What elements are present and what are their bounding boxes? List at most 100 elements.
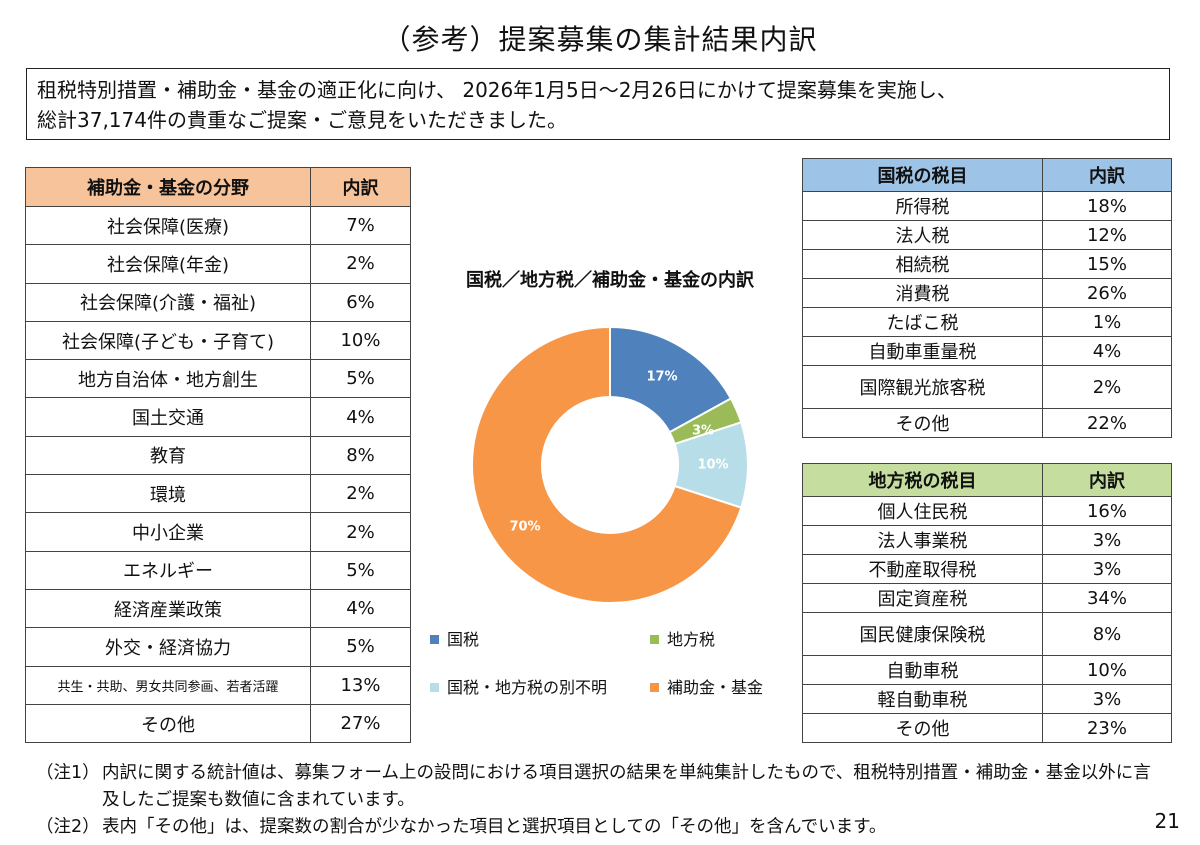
percent-cell: 18% (1042, 191, 1172, 221)
table-row: 相続税 15% (802, 249, 1172, 279)
slice-national-tax (609, 325, 733, 434)
tax-item-cell: 軽自動車税 (802, 684, 1043, 714)
note-text: 表内「その他」は、提案数の割合が少なかった項目と選択項目としての「その他」を含ん… (102, 817, 887, 837)
table-header-cell: 地方税の税目 (802, 463, 1043, 497)
table-row: 教育 8% (25, 435, 411, 476)
table-row: 国民健康保険税 8% (802, 612, 1172, 656)
table-row: 国土交通 4% (25, 397, 411, 437)
table-header-cell: 補助金・基金の分野 (25, 167, 311, 207)
table-header-row: 国税の税目 内訳 (802, 158, 1172, 192)
table-row: 社会保障(介護・福祉) 6% (25, 282, 411, 322)
tax-item-cell: その他 (802, 408, 1043, 438)
table-row: 軽自動車税 3% (802, 684, 1172, 714)
table-row: 個人住民税 16% (802, 496, 1172, 526)
table-row: その他 27% (25, 703, 411, 744)
note-label: （注2） (36, 817, 100, 837)
table-header-cell: 内訳 (1042, 158, 1172, 192)
table-row: 社会保障(子ども・子育て) 10% (25, 320, 411, 361)
legend-item-unknown: 国税・地方税の別不明 (430, 674, 607, 698)
table-row: 外交・経済協力 5% (25, 627, 411, 667)
tax-item-cell: 国際観光旅客税 (802, 365, 1043, 409)
percent-cell: 3% (1042, 684, 1172, 714)
percent-cell: 1% (1042, 307, 1172, 337)
tax-item-cell: その他 (802, 713, 1043, 743)
percent-cell: 2% (1042, 365, 1172, 409)
category-cell: 環境 (25, 474, 311, 514)
percent-cell: 3% (1042, 525, 1172, 555)
percent-cell: 7% (310, 205, 411, 246)
table-row: 中小企業 2% (25, 512, 411, 552)
percent-cell: 2% (310, 474, 411, 514)
intro-line-1: 租税特別措置・補助金・基金の適正化に向け、 2026年1月5日～2月26日にかけ… (37, 78, 957, 102)
data-label: 3% (692, 424, 714, 439)
table-row: その他 22% (802, 408, 1172, 438)
percent-cell: 26% (1042, 278, 1172, 308)
subsidy-table: 補助金・基金の分野 内訳 社会保障(医療) 7% 社会保障(年金) 2% 社会保障(… (25, 167, 411, 744)
legend-item-subsidy: 補助金・基金 (650, 674, 763, 698)
category-cell: 地方自治体・地方創生 (25, 359, 311, 399)
note-text: 内訳に関する統計値は、募集フォーム上の設問における項目選択の結果を単純集計したも… (102, 763, 1151, 810)
percent-cell: 4% (1042, 336, 1172, 366)
percent-cell: 5% (310, 550, 411, 590)
percent-cell: 4% (310, 397, 411, 437)
table-row: 社会保障(年金) 2% (25, 244, 411, 284)
percent-cell: 10% (1042, 655, 1172, 685)
tax-item-cell: 法人事業税 (802, 525, 1043, 555)
percent-cell: 8% (310, 435, 411, 476)
table-row: 法人事業税 3% (802, 525, 1172, 555)
page-title: （参考）提案募集の集計結果内訳 (382, 23, 818, 56)
legend-swatch (430, 683, 439, 692)
tax-item-cell: 国民健康保険税 (802, 612, 1043, 656)
table-row: 自動車重量税 4% (802, 336, 1172, 366)
intro-line-2: 総計37,174件の貴重なご提案・ご意見をいただきました。 (37, 108, 567, 132)
table-row: 所得税 18% (802, 191, 1172, 221)
percent-cell: 10% (310, 320, 411, 361)
percent-cell: 8% (1042, 612, 1172, 656)
percent-cell: 3% (1042, 554, 1172, 584)
chart-title: 国税／地方税／補助金・基金の内訳 (466, 270, 754, 291)
percent-cell: 15% (1042, 249, 1172, 279)
category-cell: 社会保障(介護・福祉) (25, 282, 311, 322)
table-row: 固定資産税 34% (802, 583, 1172, 613)
category-cell: 国土交通 (25, 397, 311, 437)
table-row: 法人税 12% (802, 220, 1172, 250)
data-label: 10% (697, 458, 728, 473)
percent-cell: 34% (1042, 583, 1172, 613)
table-header-row: 地方税の税目 内訳 (802, 463, 1172, 497)
category-cell: 社会保障(年金) (25, 244, 311, 284)
tax-item-cell: 個人住民税 (802, 496, 1043, 526)
data-label: 70% (509, 520, 540, 535)
legend-swatch (650, 635, 659, 644)
tax-item-cell: 相続税 (802, 249, 1043, 279)
donut-chart: 17% 3% 10% 70% (471, 325, 749, 604)
table-row: 不動産取得税 3% (802, 554, 1172, 584)
national-tax-table: 国税の税目 内訳 所得税 18% 法人税 12% 相続税 15% 消費税 26% たばこ… (802, 158, 1172, 438)
tax-item-cell: 自動車税 (802, 655, 1043, 685)
note-2: （注2） 表内「その他」は、提案数の割合が少なかった項目と選択項目としての「その… (36, 814, 1166, 841)
table-row: エネルギー 5% (25, 550, 411, 590)
note-1: （注1） 内訳に関する統計値は、募集フォーム上の設問における項目選択の結果を単純… (36, 760, 1166, 814)
local-tax-table: 地方税の税目 内訳 個人住民税 16% 法人事業税 3% 不動産取得税 3% 固定資産… (802, 463, 1172, 743)
percent-cell: 6% (310, 282, 411, 322)
table-header-row: 補助金・基金の分野 内訳 (25, 167, 411, 207)
data-label: 17% (646, 370, 677, 385)
table-row: 自動車税 10% (802, 655, 1172, 685)
category-cell: 社会保障(医療) (25, 205, 311, 246)
intro-box: 租税特別措置・補助金・基金の適正化に向け、 2026年1月5日～2月26日にかけ… (26, 68, 1170, 140)
tax-item-cell: 所得税 (802, 191, 1043, 221)
legend-swatch (650, 683, 659, 692)
table-row: その他 23% (802, 713, 1172, 743)
percent-cell: 5% (310, 359, 411, 399)
percent-cell: 2% (310, 244, 411, 284)
table-row: 共生・共助、男女共同参画、若者活躍 13% (25, 665, 411, 705)
legend-label: 補助金・基金 (667, 678, 764, 697)
category-cell: 社会保障(子ども・子育て) (25, 320, 311, 361)
category-cell: エネルギー (25, 550, 311, 590)
percent-cell: 12% (1042, 220, 1172, 250)
percent-cell: 27% (310, 703, 411, 744)
percent-cell: 13% (310, 665, 411, 705)
table-row: 社会保障(医療) 7% (25, 205, 411, 246)
percent-cell: 4% (310, 588, 411, 629)
table-header-cell: 国税の税目 (802, 158, 1043, 192)
legend-item-national-tax: 国税 (430, 626, 479, 650)
